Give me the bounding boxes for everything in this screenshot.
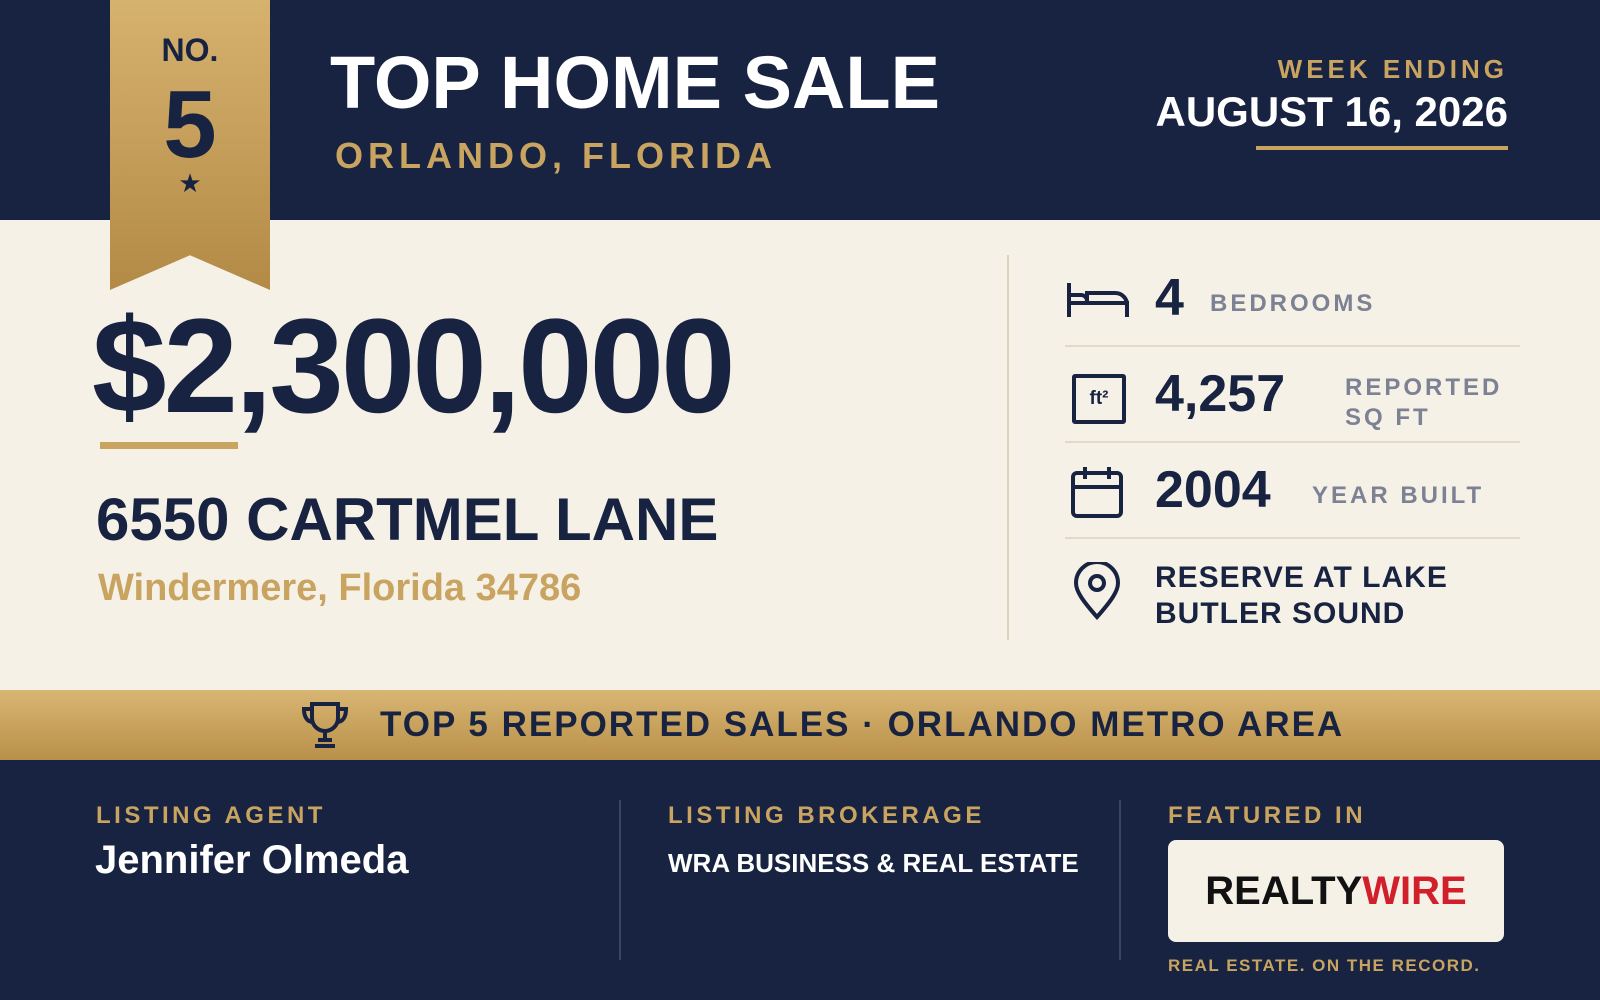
date-label: WEEK ENDING — [1277, 54, 1508, 84]
separator — [1065, 345, 1520, 347]
year-label: YEAR BUILT — [1312, 482, 1485, 509]
featured-label: FEATURED IN — [1168, 802, 1367, 829]
calendar-icon — [1071, 467, 1123, 518]
address: 6550 CARTMEL LANE — [96, 486, 719, 553]
separator — [1065, 537, 1520, 539]
rank-prefix: NO. — [161, 32, 219, 68]
trophy-icon — [301, 702, 349, 748]
brokerage-label: LISTING BROKERAGE — [668, 802, 985, 829]
rank-number: 5 — [163, 71, 217, 178]
agent: Jennifer Olmeda — [95, 838, 409, 882]
logo: REALTYWIRE — [1168, 840, 1504, 942]
logo-part: REALTY — [1205, 869, 1363, 913]
year-value: 2004 — [1155, 461, 1271, 519]
agent-label: LISTING AGENT — [96, 802, 326, 829]
bed-icon — [1067, 283, 1129, 317]
tagline: REAL ESTATE. ON THE RECORD. — [1168, 956, 1481, 975]
separator — [1065, 441, 1520, 443]
banner: TOP 5 REPORTED SALES · ORLANDO METRO ARE… — [0, 690, 1600, 760]
bedrooms-value: 4 — [1155, 269, 1184, 327]
pin-icon — [1073, 562, 1121, 620]
bedrooms-label: BEDROOMS — [1210, 290, 1376, 317]
sqft-icon: ft² — [1072, 374, 1126, 424]
footer: LISTING AGENT Jennifer Olmeda LISTING BR… — [0, 760, 1600, 1000]
date-underline — [1256, 146, 1508, 150]
price-underline — [100, 442, 238, 449]
price: $2,300,000 — [92, 292, 736, 441]
footer-divider — [619, 800, 621, 960]
brokerage: WRA BUSINESS & REAL ESTATE — [668, 848, 1079, 878]
date: AUGUST 16, 2026 — [1155, 88, 1509, 135]
title: TOP HOME SALE — [330, 41, 940, 124]
rank-ribbon: NO. 5 ★ — [110, 0, 270, 290]
logo-part: WIRE — [1362, 869, 1467, 913]
subtitle: ORLANDO, FLORIDA — [335, 135, 777, 176]
sqft-label: REPORTED SQ FT — [1345, 374, 1503, 431]
star-icon: ★ — [178, 168, 202, 198]
divider — [1007, 255, 1009, 640]
footer-divider — [1119, 800, 1121, 960]
neighborhood: RESERVE AT LAKE BUTLER SOUND — [1155, 561, 1448, 630]
sqft-value: 4,257 — [1155, 365, 1286, 423]
banner-text: TOP 5 REPORTED SALES · ORLANDO METRO ARE… — [380, 705, 1345, 744]
city: Windermere, Florida 34786 — [98, 567, 582, 609]
